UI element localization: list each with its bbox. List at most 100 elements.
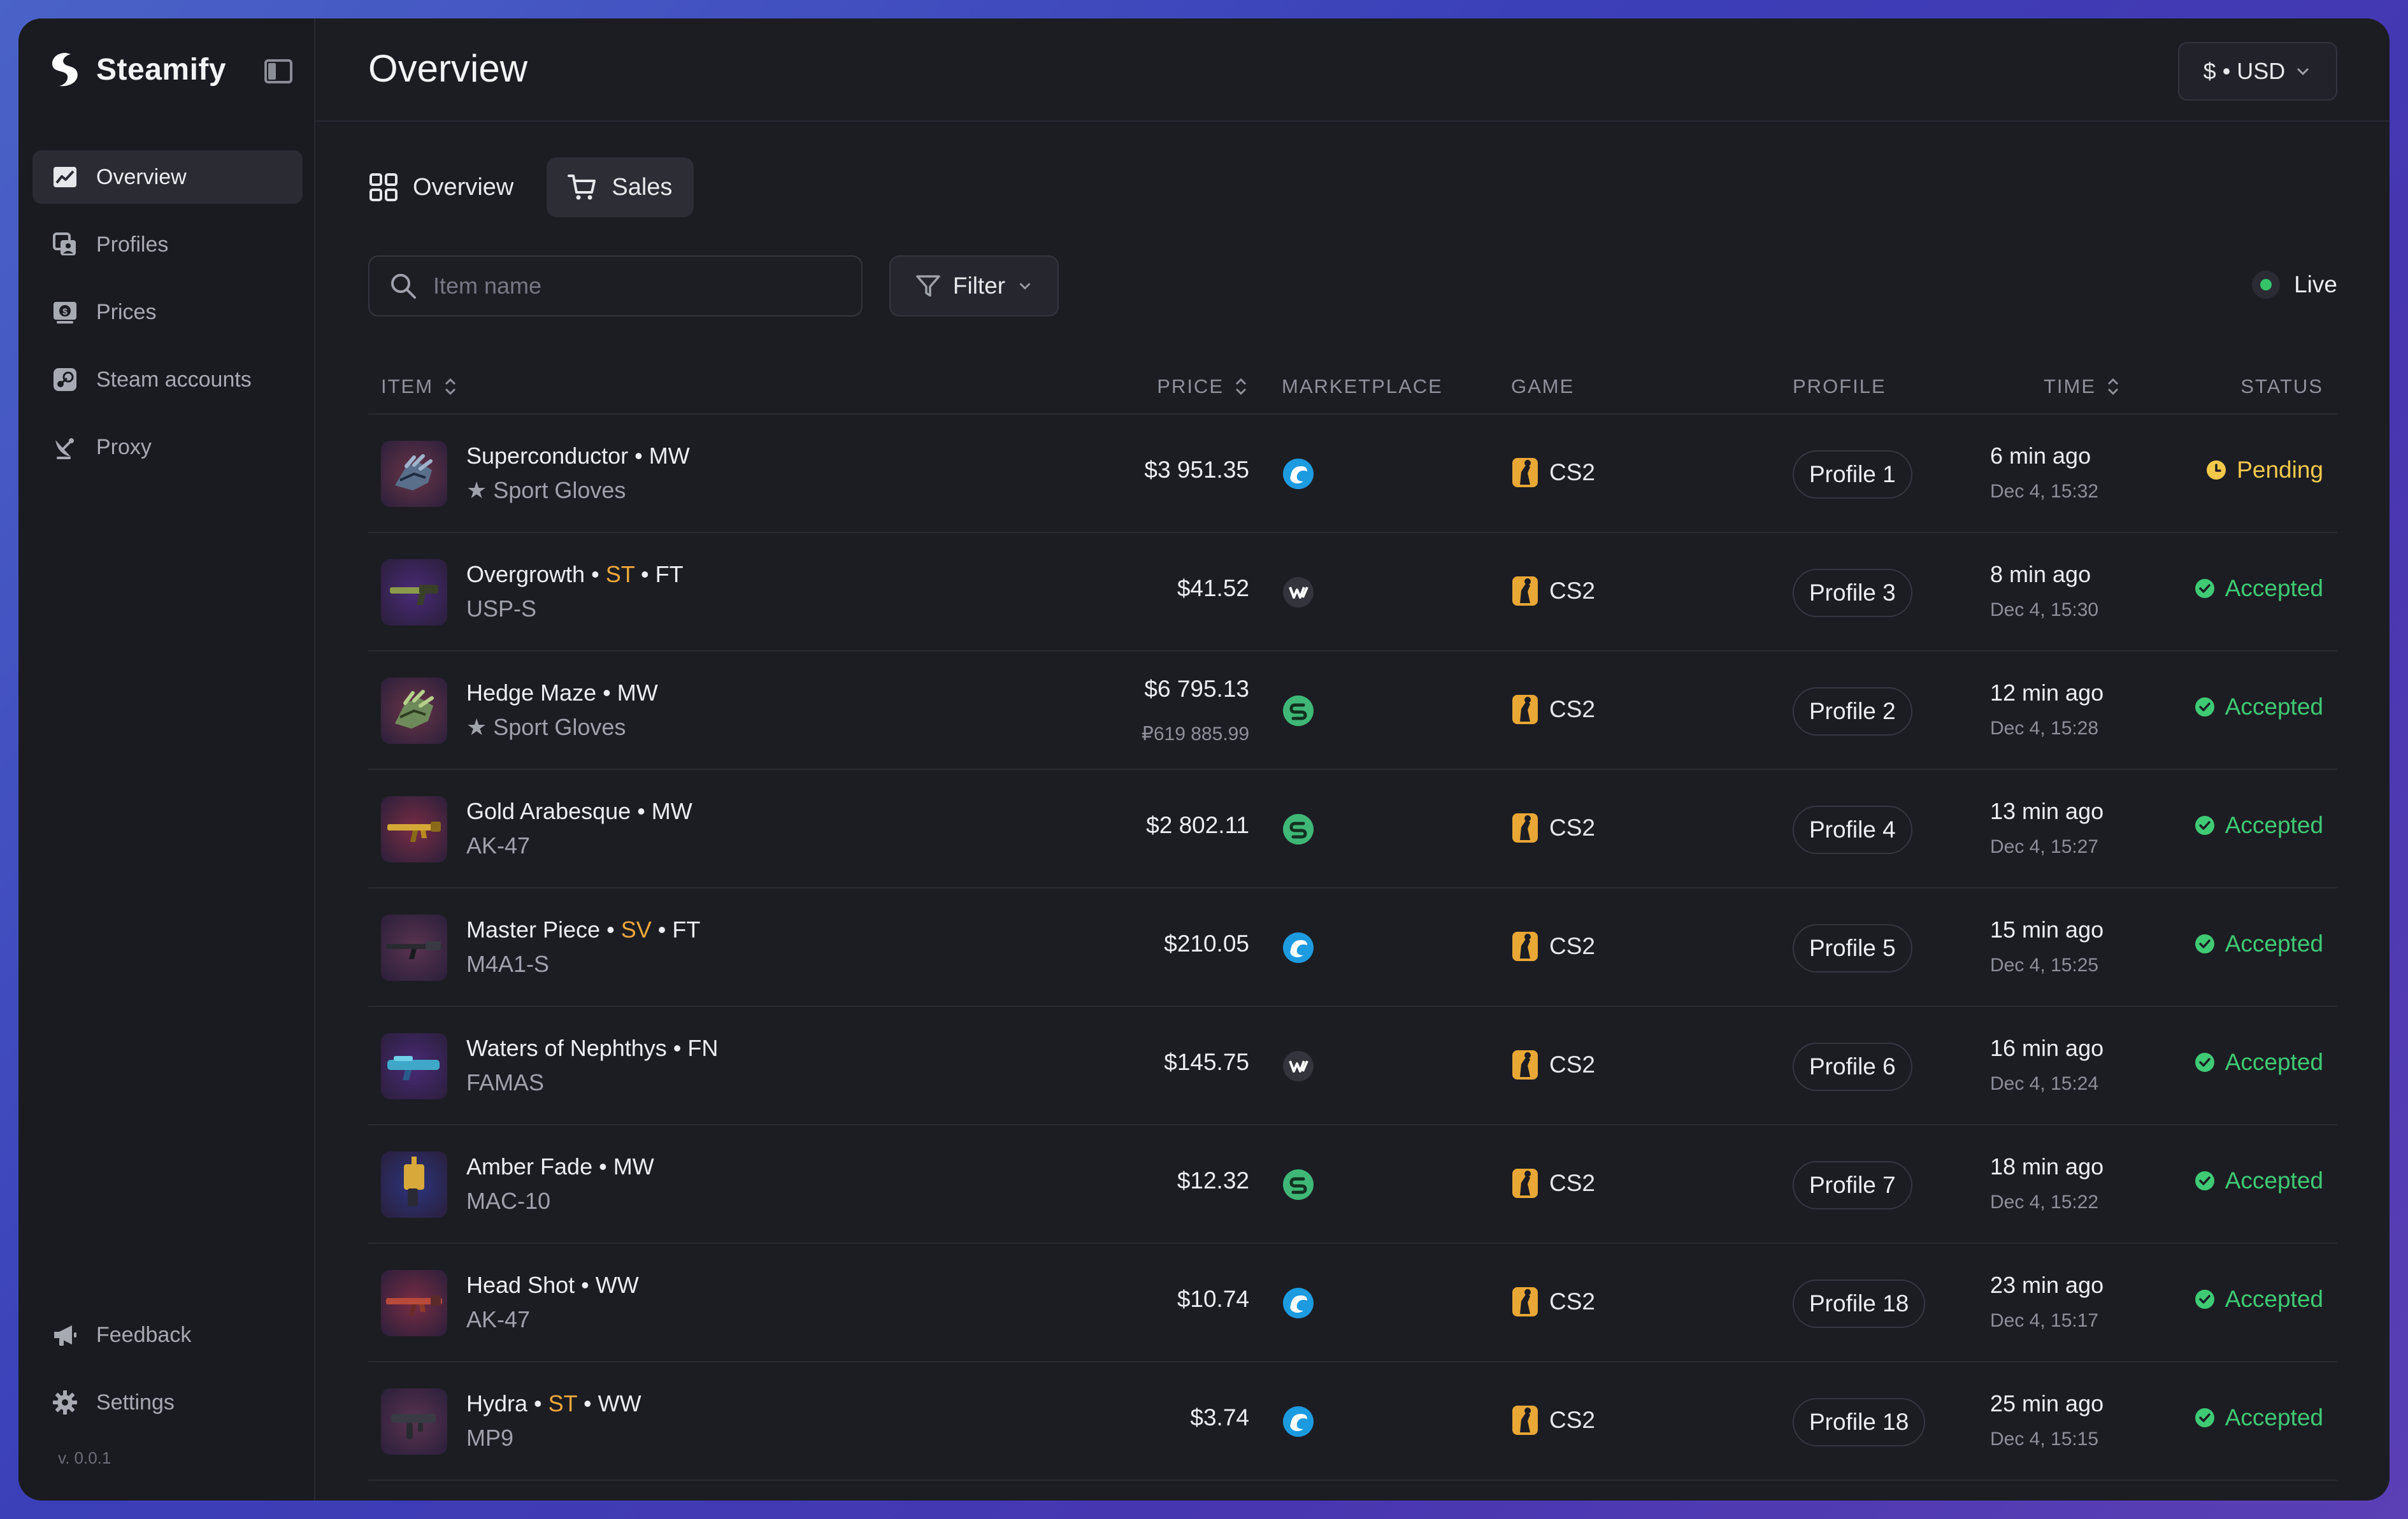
green-s-icon[interactable] <box>1282 813 1315 846</box>
status-badge: Accepted <box>2195 931 2323 957</box>
check-circle-icon <box>2195 1171 2214 1190</box>
green-s-icon[interactable] <box>1282 694 1315 727</box>
profile-badge[interactable]: Profile 6 <box>1793 1043 1912 1091</box>
time-ago: 13 min ago <box>1990 798 2104 824</box>
sort-icon <box>445 378 456 396</box>
satellite-dish-icon <box>52 434 78 460</box>
table-row[interactable]: Amber Fade • MW MAC-10 $12.32 CS2 Profile 7 1… <box>368 1125 2337 1244</box>
search-box[interactable] <box>368 255 863 317</box>
currency-select[interactable]: $ • USD <box>2178 42 2337 101</box>
profile-badge[interactable]: Profile 7 <box>1793 1161 1912 1209</box>
table-row[interactable]: Overgrowth • ST • FT USP-S $41.52 CS2 Profil… <box>368 533 2337 652</box>
brand[interactable]: Steamify <box>47 50 226 89</box>
item-type: AK-47 <box>466 1306 531 1332</box>
timestamp: Dec 4, 15:22 <box>1990 1192 2099 1213</box>
stattrak-badge: ST <box>548 1390 577 1416</box>
blue-swirl-icon[interactable] <box>1282 931 1315 964</box>
profile-badge[interactable]: Profile 3 <box>1793 569 1912 617</box>
filter-button[interactable]: Filter <box>889 255 1059 317</box>
item-thumbnail <box>381 915 447 981</box>
item-wear: MW <box>649 443 690 469</box>
tab-sales[interactable]: Sales <box>547 157 694 217</box>
main-content: Overview $ • USD Overview Sales <box>315 18 2390 1501</box>
game-label: CS2 <box>1549 1052 1595 1078</box>
sidebar-item-prices[interactable]: $ Prices <box>32 285 303 339</box>
item-type: MAC-10 <box>466 1188 551 1214</box>
sidebar-item-label: Profiles <box>96 232 169 257</box>
sort-icon <box>1235 378 1247 396</box>
item-name[interactable]: Head Shot • WW <box>466 1272 639 1298</box>
item-type: AK-47 <box>466 832 531 859</box>
status-label: Accepted <box>2225 1049 2323 1075</box>
table-row[interactable]: Waters of Nephthys • FN FAMAS $145.75 CS2 Pr… <box>368 1007 2337 1125</box>
game-label: CS2 <box>1549 1288 1595 1315</box>
sales-table: ITEM PRICE MARKETPLACE GAME PROFILE TI <box>368 362 2337 1481</box>
sidebar-item-settings[interactable]: Settings <box>32 1376 303 1429</box>
blue-swirl-icon[interactable] <box>1282 1405 1315 1438</box>
time-ago: 12 min ago <box>1990 680 2104 706</box>
item-name[interactable]: Hedge Maze • MW <box>466 680 658 706</box>
wax-icon[interactable] <box>1282 576 1315 609</box>
column-header-item[interactable]: ITEM <box>381 375 459 398</box>
item-skin-name: Master Piece <box>466 916 601 943</box>
profile-badge[interactable]: Profile 18 <box>1793 1280 1926 1328</box>
status-label: Accepted <box>2225 1404 2323 1430</box>
sidebar-item-feedback[interactable]: Feedback <box>32 1308 303 1362</box>
item-wear: MW <box>617 680 658 706</box>
timestamp: Dec 4, 15:30 <box>1990 599 2099 620</box>
table-row[interactable]: Hydra • ST • WW MP9 $3.74 CS2 Profile 18 25 m… <box>368 1362 2337 1481</box>
time-ago: 15 min ago <box>1990 916 2104 943</box>
sidebar-item-steam-accounts[interactable]: Steam accounts <box>32 353 303 406</box>
steam-icon <box>52 366 78 393</box>
check-circle-icon <box>2195 1290 2214 1309</box>
live-indicator[interactable]: Live <box>2252 271 2337 299</box>
check-circle-icon <box>2195 579 2214 598</box>
column-header-price[interactable]: PRICE <box>1157 375 1249 398</box>
table-row[interactable]: Master Piece • SV • FT M4A1-S $210.05 CS2 Pr… <box>368 888 2337 1007</box>
profile-badge[interactable]: Profile 5 <box>1793 924 1912 973</box>
check-circle-icon <box>2195 816 2214 835</box>
item-name[interactable]: Hydra • ST • WW <box>466 1390 641 1416</box>
item-name[interactable]: Master Piece • SV • FT <box>466 916 701 943</box>
sidebar-item-label: Settings <box>96 1390 175 1415</box>
sidebar-item-label: Feedback <box>96 1322 192 1347</box>
column-header-status: STATUS <box>2240 375 2323 398</box>
table-header: ITEM PRICE MARKETPLACE GAME PROFILE TI <box>368 362 2337 415</box>
table-row[interactable]: Gold Arabesque • MW AK-47 $2 802.11 CS2 Prof… <box>368 770 2337 888</box>
clock-icon <box>2207 460 2226 480</box>
timestamp: Dec 4, 15:24 <box>1990 1073 2099 1094</box>
sidebar-toggle-icon[interactable] <box>264 59 292 83</box>
green-s-icon[interactable] <box>1282 1168 1315 1201</box>
gear-icon <box>52 1389 78 1416</box>
tab-overview[interactable]: Overview <box>368 157 535 217</box>
sidebar-item-profiles[interactable]: Profiles <box>32 218 303 271</box>
tab-label: Overview <box>413 173 514 201</box>
blue-swirl-icon[interactable] <box>1282 1287 1315 1320</box>
table-row[interactable]: Head Shot • WW AK-47 $10.74 CS2 Profile 18 23… <box>368 1244 2337 1362</box>
sidebar-item-overview[interactable]: Overview <box>32 150 303 204</box>
wax-icon[interactable] <box>1282 1050 1315 1083</box>
profile-badge[interactable]: Profile 2 <box>1793 687 1912 736</box>
item-price: $3 951.35 <box>1144 457 1249 483</box>
profile-badge[interactable]: Profile 1 <box>1793 450 1912 499</box>
column-label: PROFILE <box>1793 375 1886 397</box>
game-cell: CS2 <box>1511 1404 1595 1436</box>
item-name[interactable]: Gold Arabesque • MW <box>466 798 692 824</box>
sidebar-item-proxy[interactable]: Proxy <box>32 420 303 474</box>
item-name[interactable]: Amber Fade • MW <box>466 1153 654 1180</box>
item-skin-name: Gold Arabesque <box>466 798 631 824</box>
item-type: FAMAS <box>466 1069 545 1095</box>
column-header-time[interactable]: TIME <box>2044 375 2121 398</box>
search-input[interactable] <box>433 273 841 299</box>
profile-badge[interactable]: Profile 18 <box>1793 1398 1926 1446</box>
sort-icon <box>2108 378 2119 396</box>
status-badge: Pending <box>2206 457 2323 483</box>
item-name[interactable]: Superconductor • MW <box>466 443 690 469</box>
profile-badge[interactable]: Profile 4 <box>1793 806 1912 854</box>
table-row[interactable]: Hedge Maze • MW ★ Sport Gloves $6 795.13 ₽6… <box>368 652 2337 770</box>
item-name[interactable]: Waters of Nephthys • FN <box>466 1035 719 1061</box>
table-row[interactable]: Superconductor • MW ★ Sport Gloves $3 951.… <box>368 415 2337 533</box>
item-name[interactable]: Overgrowth • ST • FT <box>466 561 684 587</box>
price-tag-icon: $ <box>52 299 78 325</box>
blue-swirl-icon[interactable] <box>1282 457 1315 490</box>
